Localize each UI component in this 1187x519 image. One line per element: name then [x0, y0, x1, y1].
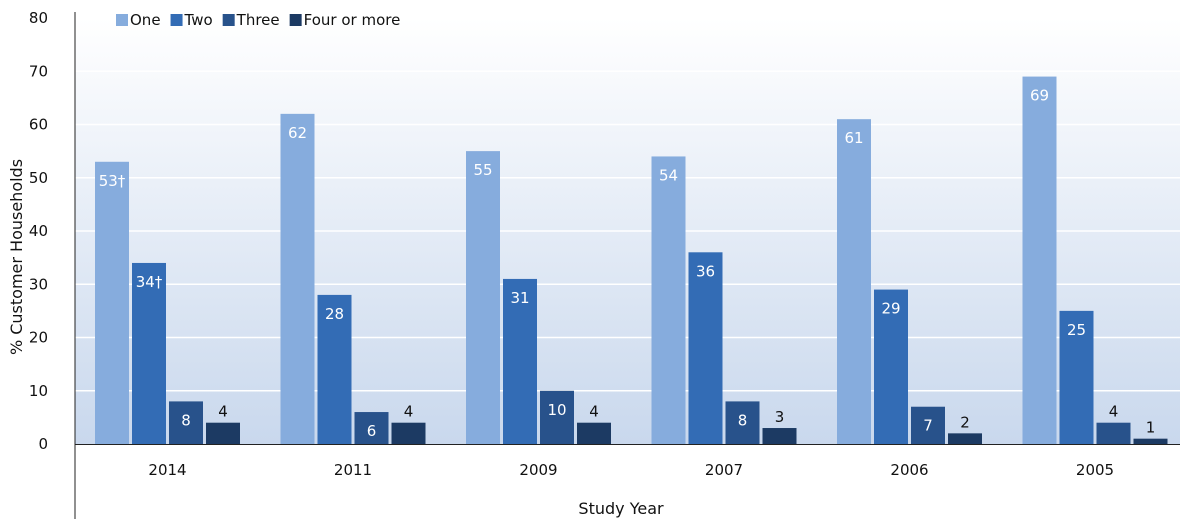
- x-tick-label: 2007: [705, 461, 743, 479]
- data-label: 2: [960, 413, 970, 431]
- bar-one: [1022, 76, 1057, 444]
- bar-two: [1059, 310, 1094, 444]
- x-tick-label: 2005: [1076, 461, 1114, 479]
- y-tick-label: 10: [29, 382, 48, 400]
- bar-three: [540, 390, 574, 444]
- bar-three: [725, 401, 760, 444]
- y-tick-label: 0: [38, 435, 48, 453]
- legend-swatch: [289, 14, 302, 26]
- bar-two: [874, 289, 908, 444]
- legend-label: Four or more: [304, 11, 401, 29]
- legend-label: One: [130, 11, 161, 29]
- legend-swatch: [222, 14, 235, 26]
- data-label: 62: [288, 124, 307, 142]
- legend-swatch: [116, 14, 128, 26]
- bar-one: [466, 151, 500, 444]
- legend-label: Three: [236, 11, 280, 29]
- y-tick-labels: 0 10 20 30 40 50 60 70 80: [29, 9, 48, 453]
- bar-two: [688, 252, 723, 444]
- y-tick-label: 50: [29, 169, 48, 187]
- data-label: 53†: [99, 172, 126, 190]
- y-tick-label: 70: [29, 62, 48, 80]
- bar-three: [354, 412, 389, 444]
- data-label: 3: [775, 408, 785, 426]
- bar-three: [169, 401, 203, 444]
- bar-one: [280, 113, 315, 444]
- bars: [95, 76, 1168, 445]
- data-label: 69: [1030, 87, 1049, 105]
- data-label: 6: [367, 422, 377, 440]
- y-tick-label: 20: [29, 329, 48, 347]
- data-label: 4: [218, 403, 228, 421]
- data-label: 34†: [136, 273, 163, 291]
- y-tick-label: 40: [29, 222, 48, 240]
- y-axis-title: % Customer Households: [7, 159, 26, 355]
- y-tick-label: 80: [29, 9, 48, 27]
- data-label: 4: [589, 403, 599, 421]
- axes: [74, 12, 1180, 519]
- data-label: 55: [473, 161, 492, 179]
- x-tick-label: 2011: [334, 461, 372, 479]
- data-label: 8: [181, 411, 191, 429]
- bar-four-or-more: [948, 433, 982, 444]
- bar-two: [317, 294, 352, 444]
- data-label: 1: [1146, 419, 1156, 437]
- bar-four-or-more: [577, 422, 611, 444]
- bar-three: [911, 406, 945, 444]
- data-label: 28: [325, 305, 344, 323]
- y-tick-label: 30: [29, 275, 48, 293]
- data-label: 31: [510, 289, 529, 307]
- data-label: 54: [659, 166, 678, 184]
- bar-one: [651, 156, 686, 444]
- bar-four-or-more: [1133, 438, 1168, 444]
- data-label: 8: [738, 411, 748, 429]
- data-label: 4: [1109, 403, 1119, 421]
- data-labels: 53† 34† 8 4 62 28 6 4 55 31 10 4 54 36 8 3 61 29 7 2 69 25 4 1: [99, 87, 1156, 440]
- data-label: 29: [881, 300, 900, 318]
- data-label: 10: [547, 401, 566, 419]
- bar-one: [95, 161, 129, 444]
- x-tick-labels: 2014 2011 2009 2007 2006 2005: [148, 461, 1114, 479]
- legend-label: Two: [184, 11, 213, 29]
- legend: One Two Three Four or more: [116, 11, 400, 29]
- bar-three: [1096, 422, 1131, 444]
- x-tick-label: 2014: [148, 461, 186, 479]
- bar-one: [837, 119, 871, 445]
- data-label: 4: [404, 403, 414, 421]
- bar-four-or-more: [206, 422, 240, 444]
- legend-swatch: [170, 14, 183, 26]
- x-axis-title: Study Year: [578, 499, 664, 518]
- gridlines: [75, 17, 1180, 392]
- bar-two: [132, 262, 166, 444]
- x-tick-label: 2006: [890, 461, 928, 479]
- x-tick-label: 2009: [519, 461, 557, 479]
- data-label: 61: [844, 129, 863, 147]
- bar-two: [503, 278, 537, 444]
- data-label: 7: [923, 417, 933, 435]
- data-label: 25: [1067, 321, 1086, 339]
- bar-four-or-more: [391, 422, 426, 444]
- y-tick-label: 60: [29, 116, 48, 134]
- bar-four-or-more: [762, 428, 797, 444]
- data-label: 36: [696, 262, 715, 280]
